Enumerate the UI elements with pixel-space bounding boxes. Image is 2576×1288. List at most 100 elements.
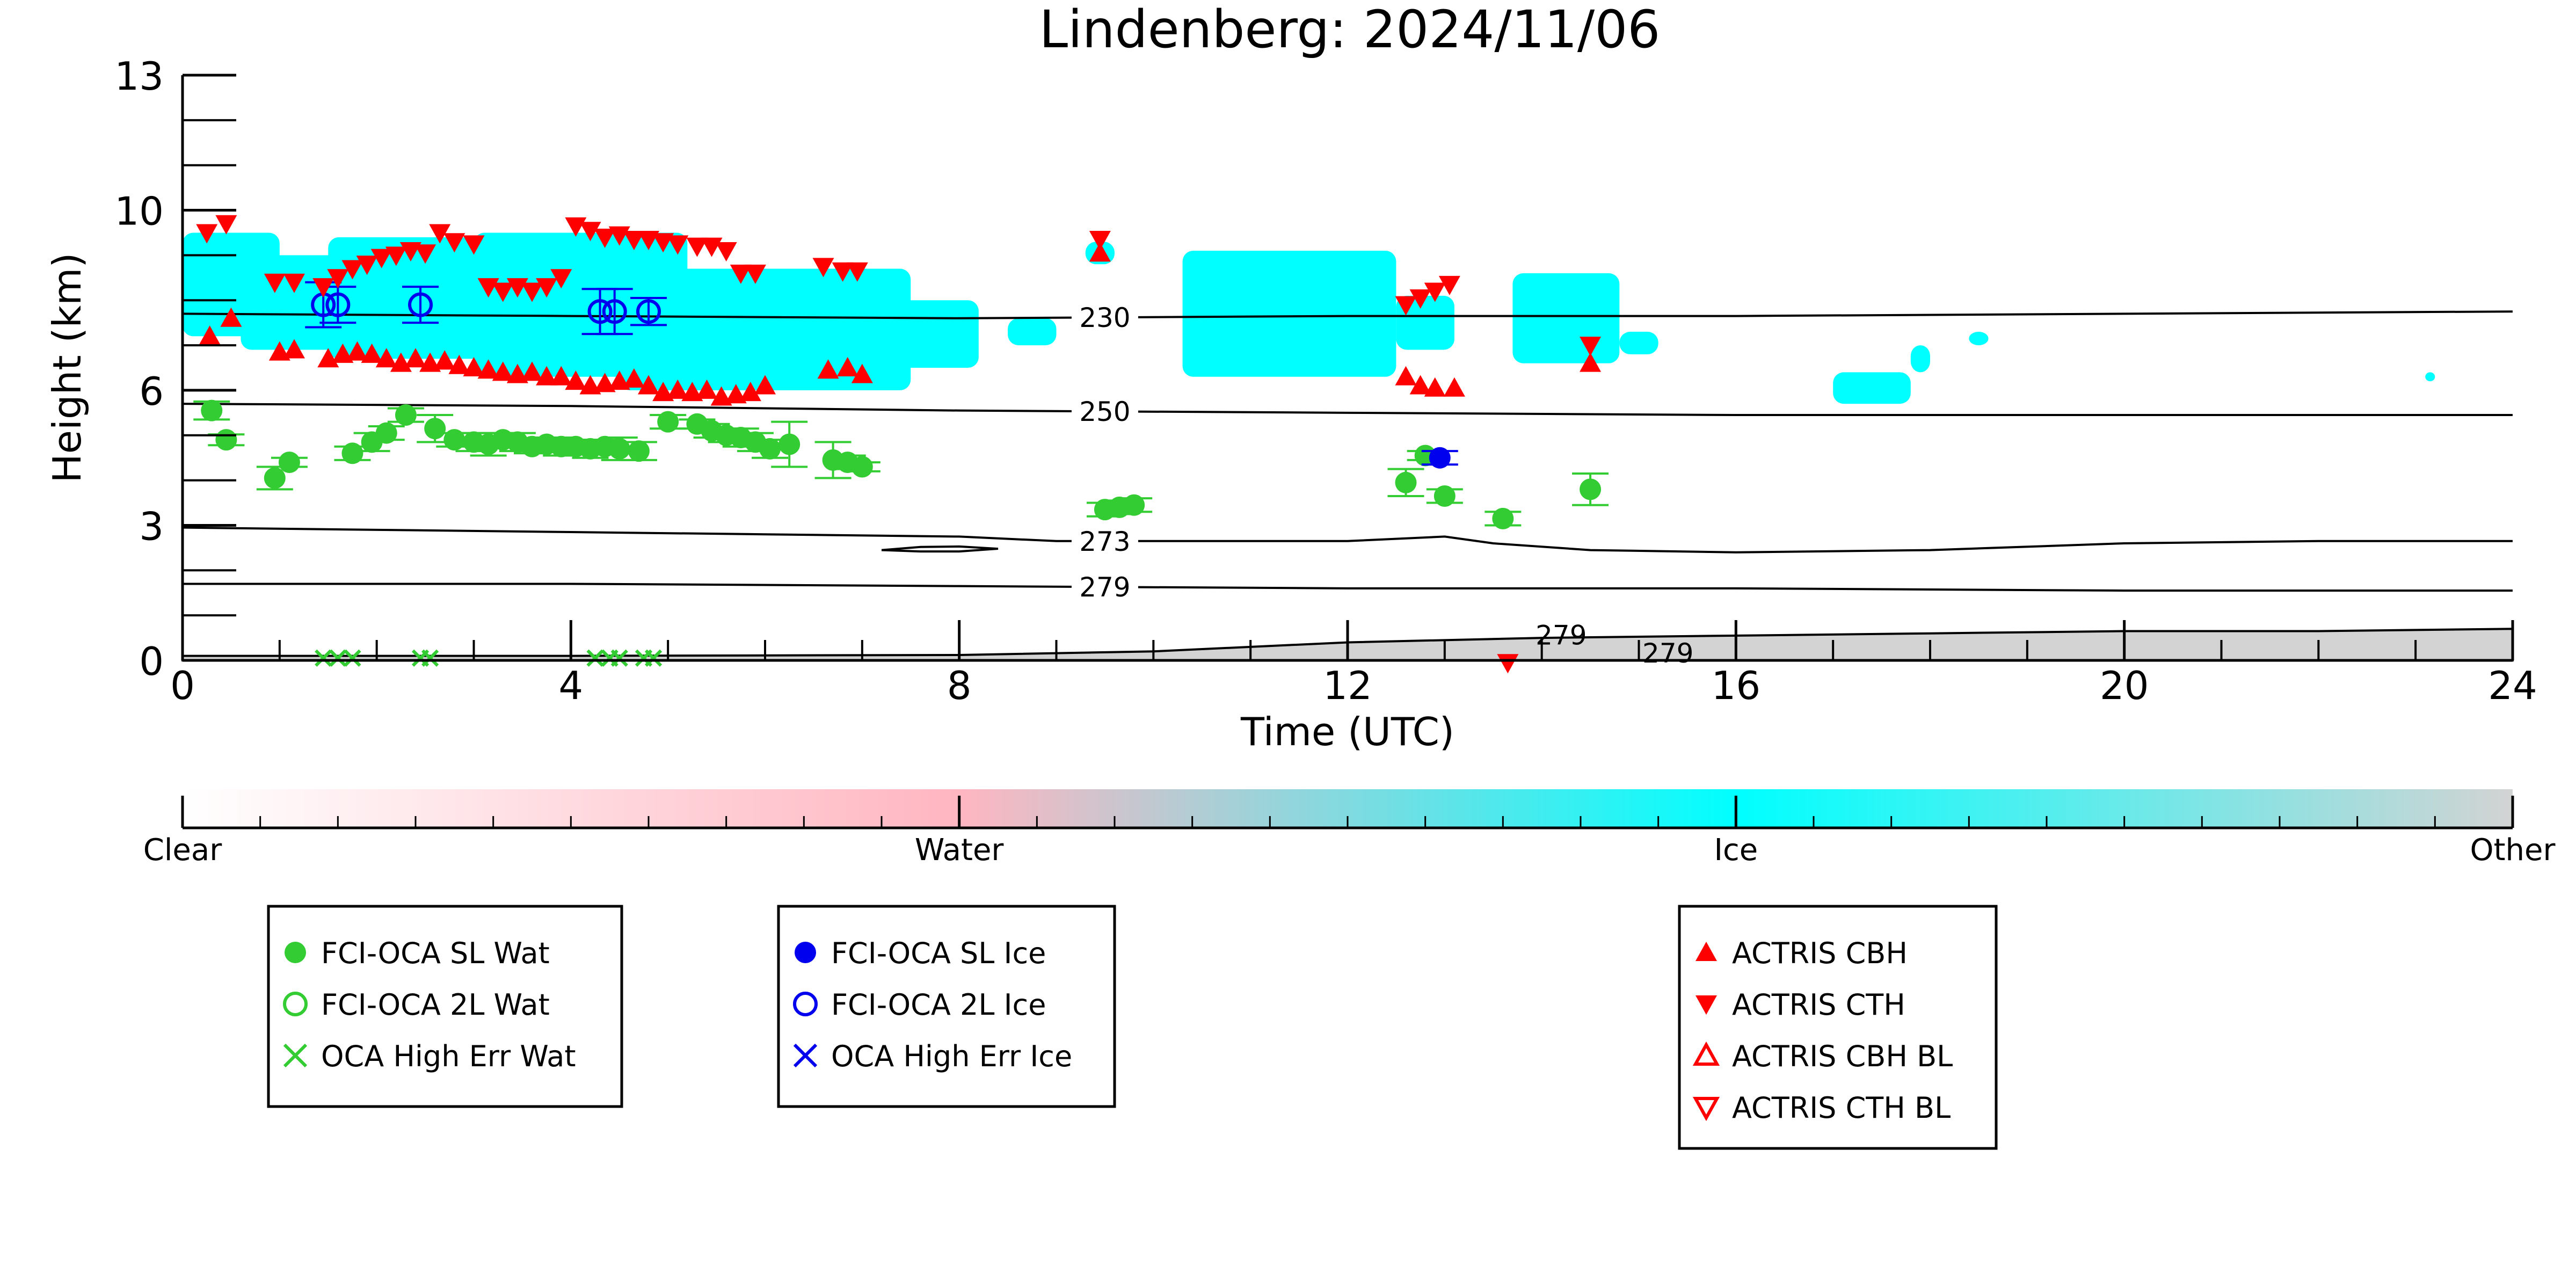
- actris-cth-point: [579, 222, 601, 242]
- x-axis-label: Time (UTC): [1240, 709, 1454, 754]
- actris-cth-point: [667, 235, 689, 255]
- actris-cth-point: [492, 282, 514, 302]
- x-tick-label: 16: [1712, 663, 1761, 708]
- fci-oca-sl-wat-point: [1395, 471, 1417, 493]
- legend-marker: [1692, 1097, 1720, 1122]
- legend-entry-label: FCI-OCA 2L Ice: [831, 988, 1046, 1022]
- fci-oca-2l-ice-point: [587, 299, 613, 324]
- fci-oca-2l-ice-point: [325, 292, 351, 317]
- x-tick-label: 0: [170, 663, 195, 708]
- legend-marker: [793, 992, 818, 1016]
- actris-cth-point: [1497, 654, 1519, 674]
- legend-box: [267, 905, 623, 1108]
- actris-cth-point: [744, 264, 766, 284]
- legend-entry-label: FCI-OCA 2L Wat: [321, 988, 550, 1022]
- legend-entry-label: FCI-OCA SL Wat: [321, 936, 550, 970]
- actris-cth-point: [327, 269, 349, 289]
- actris-cth-point: [1424, 282, 1446, 302]
- contour-label-279: 279: [1079, 572, 1130, 603]
- actris-cth-point: [846, 262, 868, 282]
- actris-cth-point: [463, 235, 485, 255]
- ice-cloud-region: [1619, 331, 1658, 354]
- legend-box: [777, 905, 1116, 1108]
- fci-oca-sl-wat-point: [628, 440, 650, 462]
- oca-high-err-wat-point: [344, 649, 361, 667]
- ice-cloud-region: [1969, 331, 1989, 346]
- fci-oca-sl-wat-point: [443, 429, 465, 451]
- oca-high-err-wat-point: [610, 649, 628, 667]
- fci-oca-sl-wat-point: [375, 422, 397, 444]
- legend-box: [1678, 905, 1998, 1150]
- actris-cbh-point: [667, 379, 689, 399]
- actris-cth-point: [812, 258, 834, 278]
- axes: 0 3 6 10 13 0 4 8 12 16 20 24: [114, 54, 2537, 708]
- actris-cbh-point: [817, 359, 839, 379]
- contour-line-230: [182, 310, 2513, 319]
- actris-cbh-point: [1409, 375, 1431, 395]
- actris-cth-point: [196, 224, 218, 244]
- fci-oca-sl-ice-point: [1429, 447, 1451, 469]
- ice-cloud-region: [882, 300, 979, 368]
- y-tick-label: 10: [114, 189, 164, 234]
- legend-marker: [283, 992, 308, 1016]
- oca-high-err-wat-point: [586, 649, 604, 667]
- legend-entry-label: ACTRIS CTH BL: [1732, 1091, 1951, 1125]
- colorbar-label-ice: Ice: [1714, 833, 1758, 868]
- legend-marker: [793, 1043, 818, 1068]
- contour-label-bg: [1071, 397, 1138, 426]
- actris-cbh-point: [1395, 366, 1417, 385]
- legend-marker: [795, 942, 816, 963]
- oca-high-err-wat-point: [421, 649, 439, 667]
- actris-cbh-point: [477, 359, 499, 379]
- fci-oca-sl-wat-point: [201, 399, 223, 421]
- chart-title: Lindenberg: 2024/11/06: [1039, 0, 1661, 60]
- ice-cloud-region: [1512, 273, 1620, 363]
- actris-cth-point: [715, 242, 737, 261]
- surface-contour-label: 279: [1642, 638, 1693, 669]
- contour-label-bg: [1071, 573, 1138, 601]
- contour-line-273: [182, 526, 2513, 554]
- y-tick-label: 6: [139, 369, 164, 414]
- ice-cloud-region: [1182, 251, 1396, 377]
- ice-cloud-region: [2425, 372, 2435, 382]
- contour-label-bg: [1071, 303, 1138, 332]
- actris-cbh-point: [346, 341, 368, 361]
- oca-high-err-wat-point: [315, 649, 332, 667]
- y-tick-label: 0: [139, 639, 164, 684]
- actris-cth-point: [370, 249, 392, 268]
- actris-cbh-point: [638, 375, 659, 395]
- actris-cbh-point: [283, 339, 305, 359]
- actris-cbh-point: [463, 357, 485, 376]
- legend-marker: [1695, 995, 1717, 1015]
- contour-label-250: 250: [1079, 396, 1130, 427]
- actris-cbh-point: [405, 348, 426, 368]
- legend-entry-label: ACTRIS CBH: [1732, 936, 1908, 970]
- actris-cbh-point: [1089, 242, 1111, 262]
- x-tick-label: 4: [558, 663, 583, 708]
- fci-oca-2l-ice-point: [602, 299, 627, 324]
- fci-oca-sl-wat-point: [264, 467, 286, 489]
- fci-oca-sl-wat-point: [608, 438, 630, 460]
- colorbar-label-water: Water: [915, 833, 1005, 868]
- ice-cloud-region: [619, 268, 911, 390]
- fci-oca-sl-wat-point: [1433, 485, 1456, 507]
- actris-cth-point: [550, 269, 572, 289]
- fci-oca-sl-wat-point: [657, 411, 679, 433]
- actris-cth-point: [414, 244, 436, 264]
- actris-cth-point: [623, 231, 645, 251]
- legend-entry-label: ACTRIS CBH BL: [1732, 1039, 1953, 1073]
- actris-cth-point: [594, 228, 616, 248]
- actris-cbh-point: [754, 375, 776, 395]
- actris-cbh-point: [1424, 377, 1446, 397]
- fci-oca-sl-wat-point: [341, 442, 363, 464]
- x-tick-label: 24: [2488, 663, 2537, 708]
- contour-label-230: 230: [1079, 302, 1130, 333]
- oca-high-err-wat-point: [644, 649, 663, 667]
- actris-cth-point: [283, 273, 305, 293]
- actris-cbh-point: [550, 366, 572, 385]
- actris-cth-point: [215, 215, 237, 235]
- legend-entry-label: OCA High Err Ice: [831, 1039, 1072, 1073]
- actris-cth-point: [1089, 231, 1111, 251]
- actris-cth-point: [832, 262, 854, 282]
- fci-oca-2l-ice-point: [636, 299, 661, 324]
